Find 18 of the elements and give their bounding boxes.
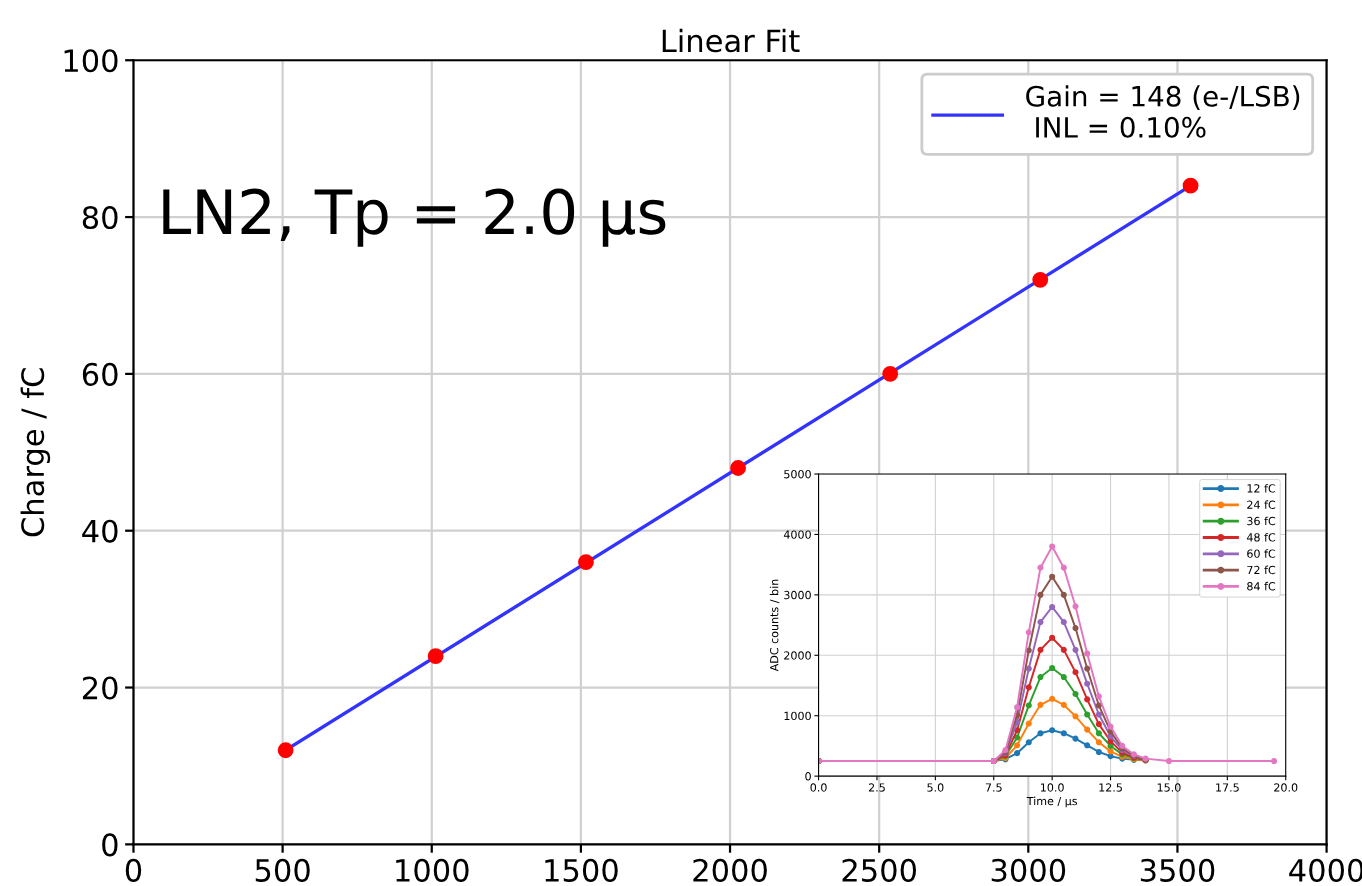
annotation: LN2, Tp = 2.0 μs bbox=[163, 188, 666, 247]
x-tick-label: 3500 bbox=[1140, 858, 1215, 882]
chart-title: Linear Fit bbox=[662, 28, 800, 53]
y-tick-label: 0 bbox=[102, 833, 118, 857]
y-axis-title: Charge / fC bbox=[20, 368, 51, 537]
x-tick-label: 500 bbox=[255, 858, 310, 882]
y-tick-label: 20 bbox=[82, 676, 118, 700]
x-tick-label: 1000 bbox=[396, 858, 469, 882]
x-tick-label: 2000 bbox=[693, 858, 767, 882]
x-tick-label: 0 bbox=[125, 858, 142, 882]
x-tick-label: 3000 bbox=[991, 858, 1066, 882]
y-tick-label: 60 bbox=[82, 362, 118, 386]
legend-label: Gain = 148 (e-/LSB) INL = 0.10% bbox=[1026, 85, 1300, 138]
y-tick-label: 40 bbox=[82, 519, 118, 543]
x-tick-label: 1500 bbox=[545, 858, 618, 882]
x-tick-label: 2500 bbox=[842, 858, 917, 882]
y-tick-label: 80 bbox=[82, 206, 118, 230]
y-tick-label: 100 bbox=[64, 49, 118, 73]
